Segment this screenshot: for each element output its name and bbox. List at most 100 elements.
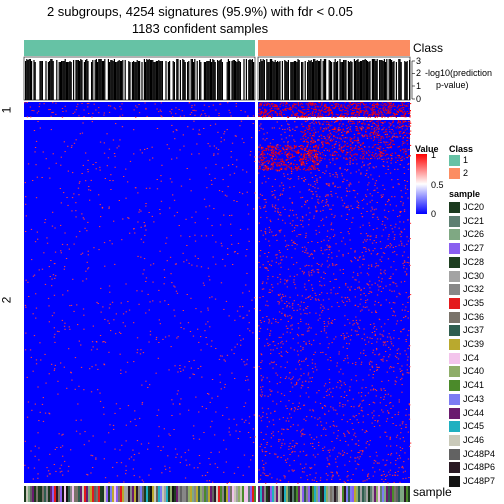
heatmap-cell xyxy=(280,134,282,136)
pvalue-bar xyxy=(118,60,120,100)
heatmap-cell xyxy=(38,269,40,271)
heatmap-cell xyxy=(266,300,268,302)
pvalue-bar xyxy=(151,60,153,100)
heatmap-cell xyxy=(286,281,288,283)
pvalue-bar xyxy=(92,60,94,100)
heatmap-cell xyxy=(324,103,326,105)
heatmap-cell xyxy=(392,186,394,188)
heatmap-cell xyxy=(378,353,381,355)
heatmap-cell xyxy=(30,450,32,452)
heatmap-cell xyxy=(327,321,329,323)
heatmap-cell xyxy=(104,318,106,320)
heatmap-cell xyxy=(80,253,82,255)
heatmap-cell xyxy=(269,333,271,335)
heatmap-cell xyxy=(357,274,359,276)
heatmap-cell xyxy=(164,277,166,278)
heatmap-cell xyxy=(319,111,321,113)
heatmap-cell xyxy=(87,474,89,476)
heatmap-cell xyxy=(216,466,219,468)
heatmap-cell xyxy=(333,107,335,109)
heatmap-cell xyxy=(407,297,409,299)
heatmap-cell xyxy=(319,417,321,419)
heatmap-cell xyxy=(32,180,34,181)
heatmap-cell xyxy=(301,433,303,435)
heatmap-cell xyxy=(280,480,282,482)
heatmap-cell xyxy=(275,155,277,157)
heatmap-cell xyxy=(141,479,143,481)
heatmap-cell xyxy=(82,280,84,282)
heatmap-cell xyxy=(376,103,378,105)
heatmap-cell xyxy=(355,279,357,281)
heatmap-cell xyxy=(274,453,276,455)
heatmap-cell xyxy=(387,165,389,167)
heatmap-cell xyxy=(281,193,283,195)
heatmap-cell xyxy=(283,162,285,164)
heatmap-cell xyxy=(114,412,116,414)
heatmap-cell xyxy=(389,354,391,356)
heatmap-cell xyxy=(317,157,319,159)
heatmap-cell xyxy=(98,107,100,109)
heatmap-cell xyxy=(297,482,299,484)
heatmap-cell xyxy=(288,124,290,126)
heatmap-cell xyxy=(385,431,387,433)
heatmap-cell xyxy=(286,165,288,167)
heatmap-cell xyxy=(284,313,286,315)
heatmap-cell xyxy=(260,353,262,355)
heatmap-cell xyxy=(88,102,90,104)
heatmap-cell xyxy=(382,136,384,138)
heatmap-cell xyxy=(125,197,127,199)
heatmap-cell xyxy=(310,443,312,445)
heatmap-cell xyxy=(403,114,406,116)
pvalue-bar xyxy=(351,62,353,100)
heatmap-cell xyxy=(382,344,385,346)
heatmap-cell xyxy=(267,169,269,170)
heatmap-cell xyxy=(58,433,60,435)
heatmap-cell xyxy=(401,107,404,109)
heatmap-cell xyxy=(308,129,310,131)
heatmap-cell xyxy=(341,175,343,177)
heatmap-cell xyxy=(348,185,350,187)
heatmap-cell xyxy=(258,165,260,167)
heatmap-cell xyxy=(344,435,346,437)
heatmap-cell xyxy=(289,442,291,444)
heatmap-cell xyxy=(355,457,357,459)
heatmap-cell xyxy=(269,389,271,391)
heatmap-cell xyxy=(208,205,211,207)
pvalue-bar xyxy=(124,60,126,100)
heatmap-cell xyxy=(266,104,269,106)
heatmap-cell xyxy=(374,331,376,332)
heatmap-cell xyxy=(304,200,307,202)
heatmap-cell xyxy=(302,347,304,349)
heatmap-cell xyxy=(170,346,172,348)
heatmap-cell xyxy=(262,264,264,266)
heatmap-cell xyxy=(290,426,292,428)
heatmap-cell xyxy=(349,239,351,241)
heatmap-cell xyxy=(346,114,348,116)
heatmap-cell xyxy=(310,150,312,151)
heatmap-cell xyxy=(372,133,375,135)
heatmap-cell xyxy=(171,124,173,126)
heatmap-cell xyxy=(148,341,150,343)
heatmap-cell xyxy=(353,123,356,125)
heatmap-cell xyxy=(384,464,386,466)
heatmap-cell xyxy=(271,191,273,193)
heatmap-cell xyxy=(353,434,355,436)
heatmap-cell xyxy=(317,201,319,203)
heatmap-cell xyxy=(378,366,380,368)
heatmap-cell xyxy=(393,113,396,115)
heatmap-cell xyxy=(281,160,284,162)
heatmap-cell xyxy=(37,477,39,479)
heatmap-cell xyxy=(372,152,374,153)
heatmap-cell xyxy=(92,325,94,327)
heatmap-cell xyxy=(339,129,341,130)
heatmap-cell xyxy=(362,149,364,151)
heatmap-cell xyxy=(327,205,330,207)
heatmap-cell xyxy=(259,297,261,299)
heatmap-cell xyxy=(382,220,384,222)
heatmap-cell xyxy=(309,377,311,379)
heatmap-cell xyxy=(400,379,402,381)
pvalue-bar xyxy=(344,60,346,100)
heatmap-cell xyxy=(314,187,316,189)
heatmap-cell xyxy=(313,156,316,158)
heatmap-cell xyxy=(383,481,385,483)
